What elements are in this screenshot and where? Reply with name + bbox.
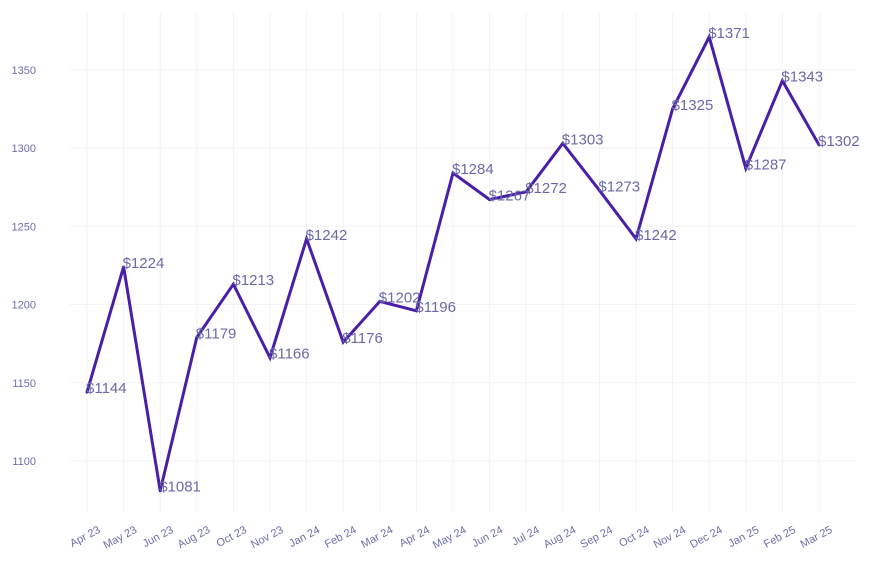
x-tick-label: Jun 24: [470, 524, 505, 550]
data-label: $1343: [781, 69, 823, 86]
data-label: $1272: [525, 180, 567, 197]
y-tick-label: 1350: [12, 65, 36, 77]
data-label: $1213: [232, 272, 274, 289]
data-label: $1242: [635, 227, 677, 244]
data-labels: $1144 $1224 $1081 $1179 $1213 $1166 $1242 $1176…: [85, 25, 860, 496]
data-label: $1196: [415, 299, 456, 316]
x-tick-label: May 24: [431, 524, 468, 552]
x-tick-label: Mar 25: [799, 524, 835, 551]
data-label: $1302: [818, 133, 860, 150]
x-tick-label: Oct 24: [617, 524, 651, 550]
data-point: [305, 237, 309, 241]
x-axis: Apr 23 May 23 Jun 23 Aug 23 Oct 23 Nov 23 Jan …: [68, 524, 834, 552]
data-point: [634, 237, 638, 241]
data-point: [671, 107, 675, 111]
data-point: [524, 190, 528, 194]
x-tick-label: Aug 23: [176, 524, 212, 551]
data-label: $1273: [598, 178, 640, 195]
y-tick-label: 1300: [12, 143, 36, 155]
data-label: $1325: [672, 97, 714, 114]
data-label: $1081: [159, 479, 201, 496]
data-label: $1371: [708, 25, 750, 42]
grid-layer: [70, 12, 856, 512]
data-label: $1166: [269, 346, 310, 363]
x-tick-label: Oct 23: [215, 524, 249, 550]
data-label: $1179: [196, 325, 237, 342]
data-point: [341, 340, 345, 344]
data-label: $1303: [562, 131, 604, 148]
x-tick-label: Jul 24: [510, 524, 542, 548]
data-point: [268, 356, 272, 360]
data-point: [414, 309, 418, 313]
data-label: $1284: [452, 161, 494, 178]
y-tick-label: 1200: [12, 300, 36, 312]
data-point: [707, 35, 711, 39]
data-label: $1287: [745, 156, 787, 173]
data-point: [378, 299, 382, 303]
data-label: $1202: [379, 289, 421, 306]
x-tick-label: Nov 24: [652, 524, 688, 551]
data-point: [85, 390, 89, 394]
data-point: [488, 198, 492, 202]
x-tick-label: Feb 25: [762, 524, 798, 551]
data-point: [780, 79, 784, 83]
data-point: [597, 188, 601, 192]
x-tick-label: Jun 23: [141, 524, 176, 550]
data-label: $1267: [489, 188, 531, 205]
data-point: [817, 143, 821, 147]
data-point: [122, 265, 126, 269]
data-label: $1176: [342, 330, 383, 347]
data-label: $1144: [86, 380, 127, 397]
data-point: [451, 171, 455, 175]
y-axis: 1100 1150 1200 1250 1300 1350: [12, 65, 36, 468]
x-tick-label: May 23: [102, 524, 139, 552]
data-point: [158, 489, 162, 493]
x-tick-label: Sep 24: [578, 524, 614, 551]
y-tick-label: 1250: [12, 221, 36, 233]
data-point: [231, 282, 235, 286]
data-label: $1242: [306, 227, 348, 244]
x-tick-label: Apr 23: [68, 524, 102, 550]
x-tick-label: Nov 23: [249, 524, 285, 551]
data-label: $1224: [123, 255, 165, 272]
x-tick-label: Dec 24: [688, 524, 724, 551]
y-tick-label: 1100: [12, 456, 36, 468]
data-point: [744, 166, 748, 170]
x-tick-label: Jan 25: [726, 524, 761, 550]
y-tick-label: 1150: [12, 378, 36, 390]
x-tick-label: Feb 24: [323, 524, 359, 551]
data-point: [561, 141, 565, 145]
x-tick-label: Mar 24: [359, 524, 395, 551]
x-tick-label: Apr 24: [398, 524, 432, 550]
data-point: [195, 335, 199, 339]
x-tick-label: Jan 24: [287, 524, 322, 550]
x-tick-label: Aug 24: [542, 524, 578, 551]
